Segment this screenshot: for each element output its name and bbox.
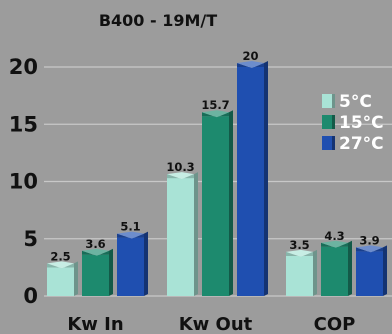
bar-front xyxy=(47,267,74,296)
y-tick-label: 0 xyxy=(23,284,38,308)
y-tick-label: 20 xyxy=(9,55,38,79)
category-label: COP xyxy=(314,314,356,334)
bar-cap xyxy=(202,110,229,118)
bar-top xyxy=(356,247,383,253)
bar-cap xyxy=(167,172,194,180)
legend-swatch xyxy=(322,115,332,129)
bar-side xyxy=(264,61,268,296)
bar-cap xyxy=(286,249,313,257)
bar-side xyxy=(74,261,78,296)
legend-swatch-side xyxy=(332,94,335,108)
data-label: 5.1 xyxy=(120,220,140,234)
data-label: 3.6 xyxy=(85,237,105,251)
legend-label: 15°C xyxy=(339,113,384,133)
bar-front xyxy=(202,116,229,296)
bar-cap xyxy=(47,261,74,269)
bar xyxy=(356,245,387,296)
bar-cap xyxy=(356,245,383,253)
bar-cap xyxy=(321,240,348,248)
bar-side xyxy=(383,245,387,296)
bar-front xyxy=(286,255,313,296)
data-label: 3.9 xyxy=(359,233,379,247)
legend-swatch-side xyxy=(332,115,335,129)
bar-top xyxy=(82,250,109,256)
data-label: 2.5 xyxy=(50,249,70,263)
bar-side xyxy=(348,240,352,296)
legend-label: 5°C xyxy=(339,92,372,112)
legend-label: 27°C xyxy=(339,134,384,154)
bar-top xyxy=(47,263,74,269)
bar-front xyxy=(82,254,109,296)
bar-front xyxy=(321,246,348,296)
bar-front xyxy=(167,178,194,296)
bar-front xyxy=(117,237,144,296)
legend: 5°C15°C27°C xyxy=(322,92,384,154)
data-label: 10.3 xyxy=(166,160,194,174)
legend-swatch-side xyxy=(332,136,335,150)
category-label: Kw Out xyxy=(179,314,253,334)
bar-cap xyxy=(82,248,109,256)
bar-side xyxy=(144,231,148,296)
data-labels: 2.5 3.6 5.1 10.3 15.7 20 3.5 4.3 3.9 xyxy=(50,49,379,263)
bar xyxy=(167,172,198,296)
legend-item: 27°C xyxy=(322,134,384,154)
bar-side xyxy=(229,110,233,296)
bar-top xyxy=(117,233,144,239)
y-tick-label: 10 xyxy=(9,170,38,194)
bar-front xyxy=(356,251,383,296)
bar-top xyxy=(286,251,313,257)
bar-cap xyxy=(117,231,144,239)
bar-top xyxy=(202,112,229,118)
bar-front xyxy=(237,67,264,296)
category-label: Kw In xyxy=(67,314,123,334)
bar xyxy=(117,231,148,296)
bar-cap xyxy=(237,61,264,68)
data-label: 3.5 xyxy=(289,238,309,252)
bar xyxy=(47,261,78,296)
bar xyxy=(237,61,268,296)
legend-swatch xyxy=(322,94,332,108)
bar-top xyxy=(167,174,194,180)
bar-side xyxy=(313,249,317,296)
data-label: 15.7 xyxy=(201,98,229,112)
y-tick-label: 15 xyxy=(9,112,38,136)
data-label: 20 xyxy=(242,49,258,63)
y-axis-ticks: 0 5 10 15 20 xyxy=(9,55,38,308)
bar xyxy=(202,110,233,296)
bars xyxy=(47,61,387,296)
category-labels: Kw In Kw Out COP xyxy=(67,314,355,334)
bar-side xyxy=(194,172,198,296)
bar-top xyxy=(321,242,348,248)
bar xyxy=(82,248,113,296)
legend-item: 15°C xyxy=(322,113,384,133)
chart-title: B400 - 19M/T xyxy=(99,11,217,30)
legend-item: 5°C xyxy=(322,92,372,112)
y-tick-label: 5 xyxy=(23,227,38,251)
bar-top xyxy=(237,63,264,68)
bar xyxy=(321,240,352,296)
bar xyxy=(286,249,317,296)
data-label: 4.3 xyxy=(324,229,344,243)
legend-swatch xyxy=(322,136,332,150)
bar-side xyxy=(109,248,113,296)
